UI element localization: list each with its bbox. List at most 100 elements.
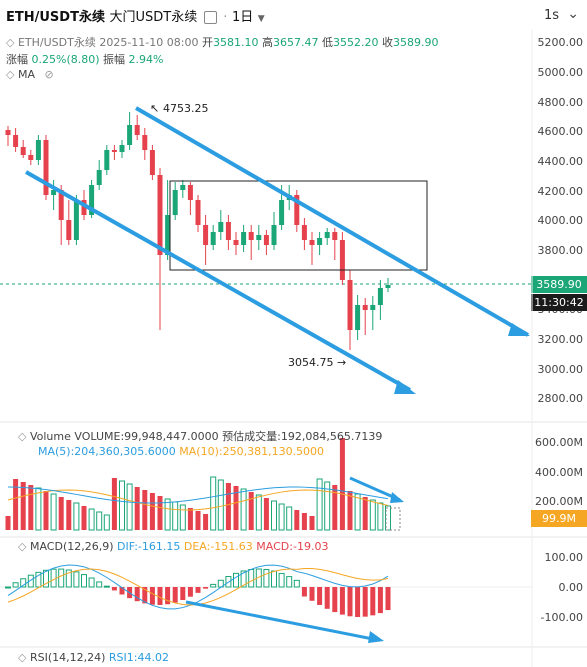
price-tick: 4400.00 (537, 155, 584, 168)
volume-bar (225, 483, 231, 530)
volume-bar (126, 483, 133, 531)
macd-tick: 100.00 (544, 551, 584, 564)
candle (58, 190, 64, 220)
candle (180, 185, 186, 190)
macd-bar (50, 568, 57, 588)
price-tick: 3200.00 (537, 333, 584, 346)
candle (104, 150, 110, 170)
candle (195, 200, 201, 225)
interval-selector[interactable]: 1日 (231, 10, 254, 25)
candle (142, 135, 148, 150)
macd-bar (172, 587, 178, 603)
collapse-icon[interactable]: ◇ (18, 540, 27, 553)
macd-bar (233, 572, 239, 588)
candle (256, 235, 262, 240)
volume-bar (20, 482, 26, 530)
estimated-volume: 预估成交量:192,084,565.7139 (222, 430, 383, 443)
candle (187, 185, 193, 200)
candle (51, 190, 57, 195)
macd-bar (20, 578, 27, 588)
macd-bar (347, 587, 353, 617)
candle (370, 305, 376, 310)
ohlc-date: 2025-11-10 08:00 (99, 36, 199, 49)
candle (96, 170, 102, 185)
edit-icon[interactable] (203, 11, 217, 24)
macd-bar (278, 572, 285, 588)
candle (271, 225, 277, 245)
collapse-icon[interactable]: ◇ (6, 68, 15, 81)
macd-bar (301, 587, 307, 597)
price-tick: 2800.00 (537, 392, 584, 405)
chevron-down-icon[interactable]: ▼ (257, 14, 265, 24)
volume-bar (111, 478, 117, 530)
macd-bar (149, 587, 155, 605)
volume-bar (362, 497, 368, 530)
volume-bar (316, 478, 323, 531)
volume-bar (271, 500, 277, 531)
price-tick: 4200.00 (537, 185, 584, 198)
macd-bar (134, 587, 140, 602)
dea-value: DEA:-151.63 (183, 540, 253, 553)
macd-bar (65, 569, 72, 588)
macd-bar (355, 587, 361, 617)
low-annotation: 3054.75 (288, 356, 334, 369)
close-value: 3589.90 (392, 36, 439, 49)
volume-bar (35, 487, 42, 531)
volume-header: ◇ Volume VOLUME:99,948,447.0000 预估成交量:19… (18, 430, 383, 443)
low-value: 3552.20 (332, 36, 379, 49)
collapse-icon[interactable]: ◇ (18, 430, 27, 443)
candle (294, 195, 300, 225)
macd-bar (12, 582, 19, 588)
chart-title: ETH/USDT永续 大门USDT永续 · 1日 ▼ (6, 10, 265, 25)
candle (66, 220, 72, 240)
volume-tick: 200.00M (535, 495, 583, 508)
macd-tick: -100.00 (540, 611, 583, 624)
volume-bar (354, 493, 361, 531)
candle (263, 235, 269, 245)
macd-bar (203, 587, 209, 589)
candle (203, 225, 209, 245)
volume-bar (309, 516, 315, 530)
volume-bar (195, 511, 201, 530)
macd-bar (58, 568, 65, 588)
macd-bar (263, 569, 270, 588)
macd-bar (195, 587, 201, 593)
hide-eye-icon[interactable]: ◇ (6, 36, 15, 49)
macd-bar (27, 574, 34, 588)
macd-bar (332, 587, 338, 613)
macd-bar (43, 569, 49, 588)
symbol-name[interactable]: ETH/USDT永续 (6, 10, 105, 25)
candle (241, 232, 247, 245)
volume-bar (73, 502, 80, 531)
candle (339, 240, 345, 280)
candle (218, 222, 224, 232)
volume-bar (369, 499, 376, 531)
macd-bar (165, 587, 171, 605)
collapse-icon[interactable]: ◇ (18, 651, 27, 664)
refresh-rate[interactable]: 1s (543, 8, 559, 23)
volume-bar (339, 438, 345, 530)
upper-arrow-head (508, 323, 530, 336)
macd-bar (225, 576, 232, 588)
macd-bar (210, 583, 217, 588)
macd-bar (362, 587, 368, 617)
candle (13, 135, 19, 147)
open-value: 3581.10 (212, 36, 259, 49)
low-marker: → (337, 356, 346, 369)
candle (347, 280, 353, 330)
rsi-header: ◇ RSI(14,12,24) RSI1:44.02 (18, 651, 169, 664)
candle (172, 190, 178, 215)
range-rectangle (169, 180, 428, 271)
macd-bar (271, 570, 277, 588)
candle (355, 305, 361, 330)
candle (248, 232, 254, 240)
macd-bar (180, 587, 186, 600)
exchange-name: 大门USDT永续 (109, 10, 198, 25)
macd-bar (385, 587, 391, 611)
volume-bar (134, 487, 140, 530)
macd-bar (96, 581, 103, 588)
volume-bar (96, 511, 103, 531)
eye-off-icon[interactable]: ⊘ (44, 68, 54, 81)
more-icon[interactable]: ⌄ (567, 6, 579, 22)
